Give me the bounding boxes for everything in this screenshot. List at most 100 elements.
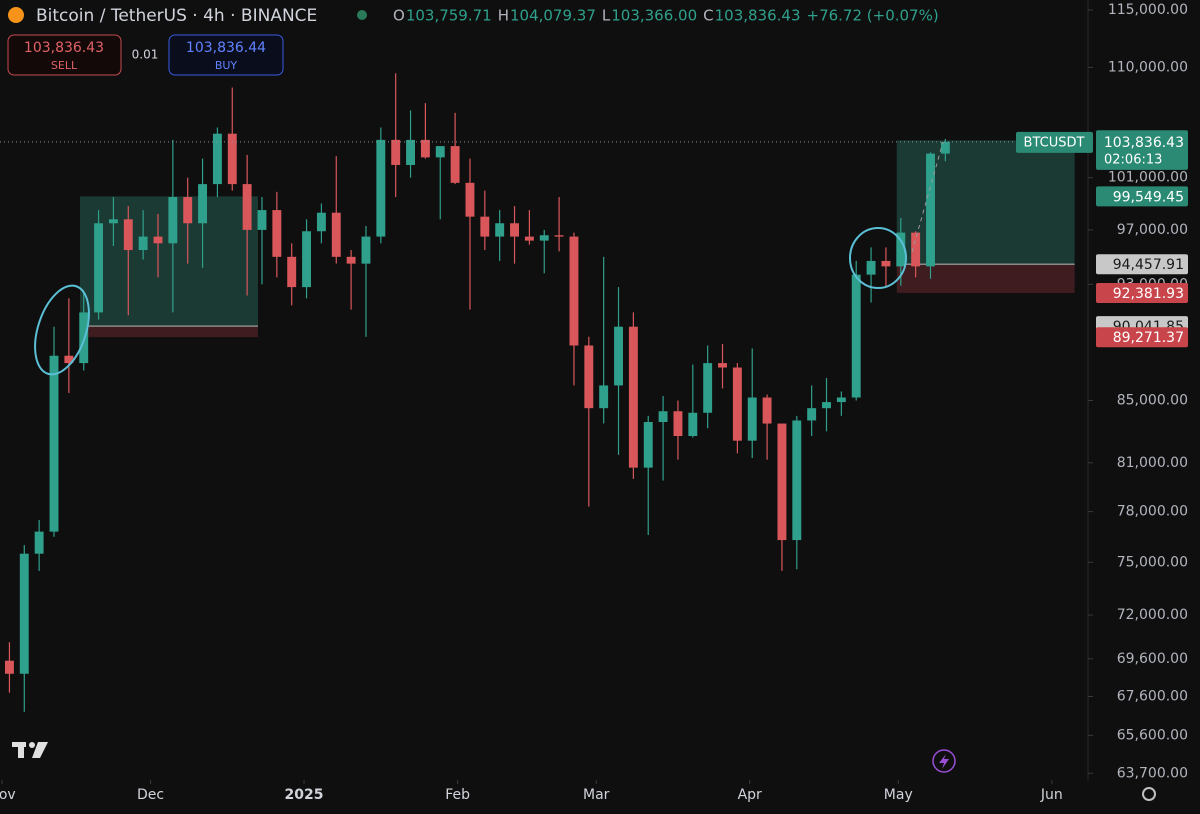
candle-body <box>168 197 178 244</box>
price-label-box <box>1096 282 1188 303</box>
candle-body <box>450 146 460 183</box>
candle-body <box>911 232 921 267</box>
sell-box[interactable] <box>7 34 122 76</box>
candle-body <box>495 223 505 237</box>
sell-button[interactable]: 103,836.43 SELL <box>7 34 122 76</box>
alert-icon[interactable] <box>932 749 956 773</box>
candle-body <box>123 219 133 251</box>
candle-body <box>703 363 713 413</box>
y-tick-label: 75,000.00 <box>1117 554 1188 570</box>
candle-body <box>391 139 401 165</box>
y-tick-label: 65,600.00 <box>1117 727 1188 743</box>
candle-body <box>896 232 906 267</box>
candle-body <box>762 397 772 424</box>
candle-body <box>673 411 683 436</box>
y-tick-label: 97,000.00 <box>1117 222 1188 238</box>
candle-body <box>376 139 386 237</box>
y-tick-label: 72,000.00 <box>1117 607 1188 623</box>
candle-body <box>836 397 846 403</box>
candle-body <box>718 363 727 368</box>
buy-price[interactable]: 103,836.44 <box>186 40 266 56</box>
candle-body <box>272 210 282 257</box>
loss-zone <box>79 326 258 338</box>
y-tick-label: 115,000.00 <box>1108 2 1188 18</box>
x-tick-label: Mar <box>583 787 610 803</box>
candle-body <box>64 355 74 364</box>
candle-body <box>732 367 742 441</box>
candle-body <box>643 422 653 468</box>
sell-label[interactable]: SELL <box>51 59 78 72</box>
symbol-title: Bitcoin / TetherUS · 4h · BINANCE <box>36 6 317 26</box>
candle-body <box>866 260 876 275</box>
y-tick-label: 81,000.00 <box>1117 455 1188 471</box>
candle-body <box>510 223 519 237</box>
candle-body <box>747 397 757 441</box>
ohlc-key: H <box>498 7 509 25</box>
candle-body <box>881 260 891 267</box>
sell-price[interactable]: 103,836.43 <box>24 40 104 56</box>
y-tick-label: 63,700.00 <box>1117 765 1188 781</box>
y-tick-label: 101,000.00 <box>1108 170 1188 186</box>
candle-body <box>242 184 252 230</box>
symbol-badge <box>1016 131 1093 153</box>
y-tick-label: 85,000.00 <box>1117 393 1188 409</box>
countdown: 02:06:13 <box>1104 152 1162 167</box>
y-tick-label: 67,600.00 <box>1117 689 1188 705</box>
y-tick-label: 78,000.00 <box>1117 504 1188 520</box>
candle-body <box>628 326 638 468</box>
profit-zone <box>896 140 1075 265</box>
ohlc-value: 103,836.43 <box>715 7 801 25</box>
last-price-label: 103,836.43 <box>1104 135 1184 151</box>
candle-body <box>554 235 564 237</box>
candle-body <box>569 236 579 346</box>
candle-body <box>108 219 118 224</box>
tv-logo <box>12 742 48 758</box>
candle-body <box>94 223 104 313</box>
candle-body <box>361 236 371 264</box>
candle-body <box>465 182 475 217</box>
market-status <box>357 10 367 20</box>
x-tick-label: 2025 <box>285 787 324 803</box>
ohlc-key: O <box>393 7 405 25</box>
candle-body <box>331 212 341 257</box>
x-tick-label: Nov <box>0 787 16 803</box>
alert-bolt <box>939 754 949 769</box>
candle-body <box>614 326 623 386</box>
price-label: 89,271.37 <box>1113 330 1184 346</box>
x-tick-label: Jun <box>1040 787 1063 803</box>
candle-body <box>420 139 430 158</box>
price-label: 92,381.93 <box>1113 286 1184 302</box>
x-tick-label: Feb <box>445 787 470 803</box>
buy-box[interactable] <box>168 34 284 76</box>
candle-body <box>212 133 222 185</box>
price-label-box <box>1096 254 1188 275</box>
candle-body <box>153 236 163 244</box>
candle-body <box>302 231 312 288</box>
candle-body <box>34 531 44 554</box>
settings-icon[interactable] <box>1142 787 1156 801</box>
ohlc-legend: O 103,759.71 H 104,079.37 L 103,366.00 C 103,83… <box>393 7 939 25</box>
loss-zone <box>896 264 1075 293</box>
candle-body <box>792 420 802 541</box>
plot-area <box>0 73 1085 712</box>
buy-label[interactable]: BUY <box>215 59 238 72</box>
candle-body <box>183 197 193 224</box>
candle-body <box>49 355 59 532</box>
spread: 0.01 <box>132 48 159 62</box>
candle-body <box>658 411 668 423</box>
ohlc-key: L <box>602 7 611 25</box>
candle-body <box>926 153 935 267</box>
candle-body <box>435 146 445 158</box>
ohlc-value: 103,366.00 <box>611 7 697 25</box>
ohlc-value: 103,759.71 <box>406 7 492 25</box>
x-tick-label: Apr <box>738 787 762 803</box>
candle-body <box>940 141 950 154</box>
candle-body <box>584 345 594 409</box>
y-tick-label: 69,600.00 <box>1117 651 1188 667</box>
candle-body <box>822 402 831 409</box>
candle-body <box>198 184 208 224</box>
candle-body <box>539 235 549 241</box>
buy-button[interactable]: 103,836.44 BUY <box>168 34 284 76</box>
drawn-circle <box>849 227 907 289</box>
